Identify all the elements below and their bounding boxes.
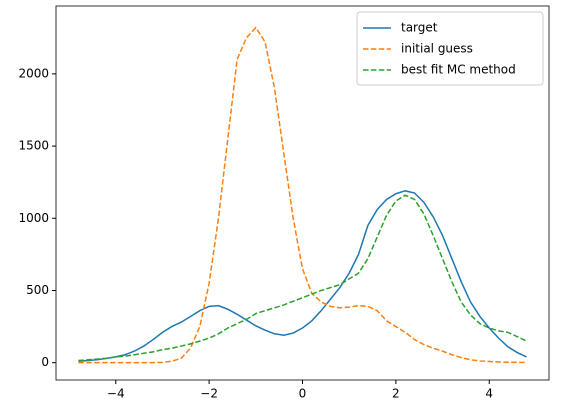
- x-tick-label: −4: [107, 387, 125, 401]
- axes-frame: [55, 5, 550, 381]
- x-tick-label: 0: [299, 387, 307, 401]
- y-tick-label: 2000: [18, 66, 49, 80]
- series-line: [78, 26, 527, 364]
- legend-box: [356, 11, 544, 86]
- x-tick-label: −2: [200, 387, 218, 401]
- legend-label: target: [401, 21, 438, 35]
- y-tick-label: 500: [26, 283, 49, 297]
- y-tick-label: 1500: [18, 139, 49, 153]
- series-line: [78, 190, 527, 362]
- x-tick-label: 4: [485, 387, 493, 401]
- legend-label: initial guess: [401, 42, 473, 56]
- legend-label: best fit MC method: [401, 63, 516, 77]
- x-tick-label: 2: [392, 387, 400, 401]
- y-tick-label: 0: [41, 355, 49, 369]
- series-line: [78, 194, 527, 362]
- y-tick-label: 1000: [18, 211, 49, 225]
